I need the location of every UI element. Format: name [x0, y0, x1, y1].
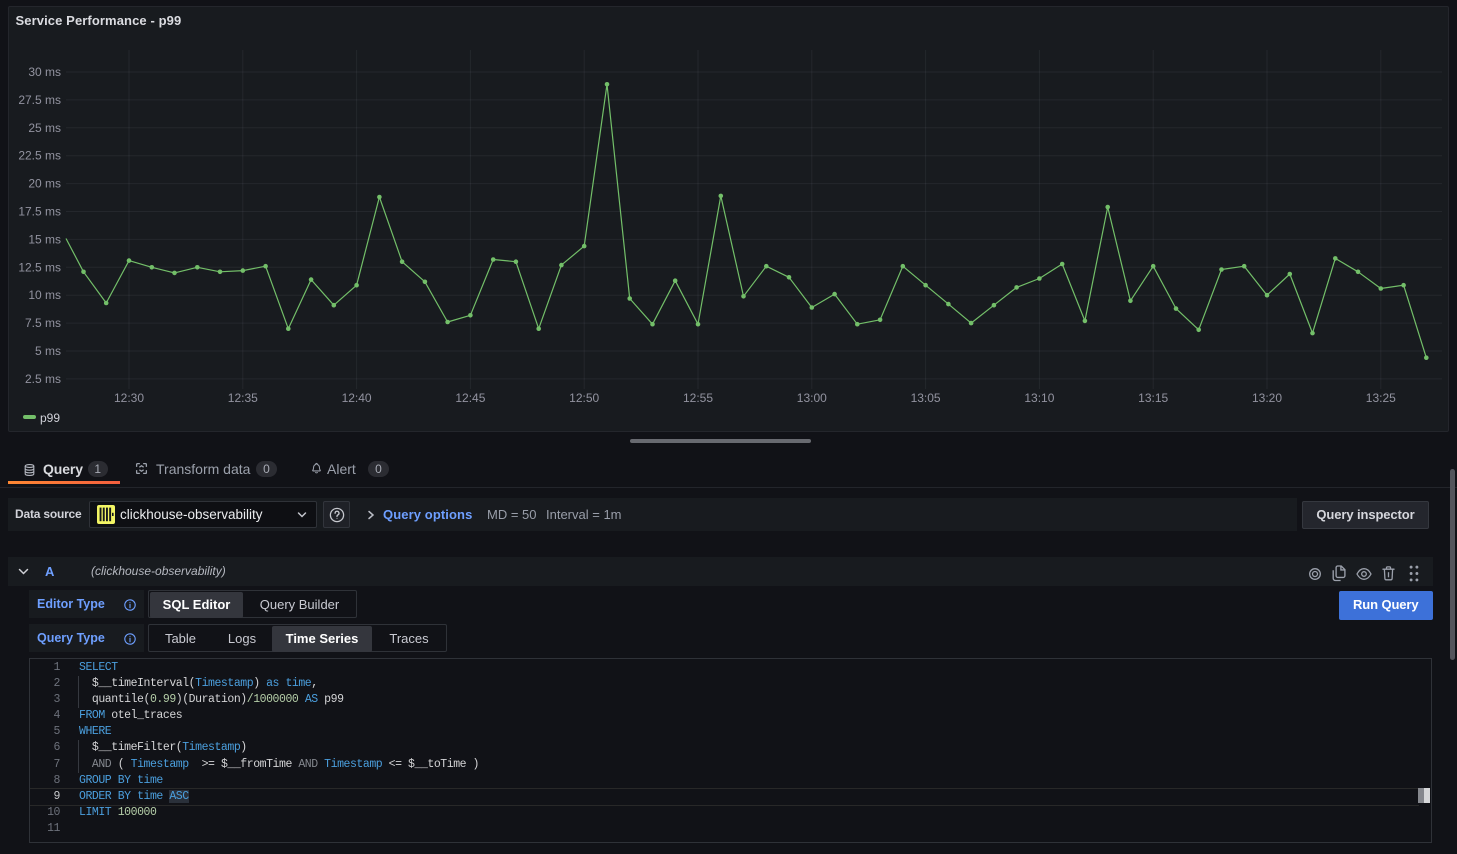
svg-text:12:45: 12:45 — [455, 391, 485, 405]
svg-text:13:20: 13:20 — [1252, 391, 1282, 405]
svg-text:27.5 ms: 27.5 ms — [18, 93, 61, 107]
svg-text:5 ms: 5 ms — [35, 344, 61, 358]
svg-text:7.5 ms: 7.5 ms — [25, 316, 61, 330]
svg-text:30 ms: 30 ms — [28, 65, 61, 79]
svg-text:10 ms: 10 ms — [28, 288, 61, 302]
svg-text:12:35: 12:35 — [228, 391, 258, 405]
svg-text:13:10: 13:10 — [1024, 391, 1054, 405]
svg-text:22.5 ms: 22.5 ms — [18, 149, 61, 163]
svg-text:13:25: 13:25 — [1366, 391, 1396, 405]
svg-text:13:15: 13:15 — [1138, 391, 1168, 405]
svg-text:20 ms: 20 ms — [28, 177, 61, 191]
svg-text:12:55: 12:55 — [683, 391, 713, 405]
svg-text:p99: p99 — [40, 411, 60, 425]
svg-text:25 ms: 25 ms — [28, 121, 61, 135]
svg-text:15 ms: 15 ms — [28, 232, 61, 246]
svg-text:2.5 ms: 2.5 ms — [25, 372, 61, 386]
svg-text:12:50: 12:50 — [569, 391, 599, 405]
svg-text:12:30: 12:30 — [114, 391, 144, 405]
svg-text:13:05: 13:05 — [911, 391, 941, 405]
svg-text:12:40: 12:40 — [342, 391, 372, 405]
svg-text:12.5 ms: 12.5 ms — [18, 260, 61, 274]
svg-text:17.5 ms: 17.5 ms — [18, 205, 61, 219]
svg-text:13:00: 13:00 — [797, 391, 827, 405]
